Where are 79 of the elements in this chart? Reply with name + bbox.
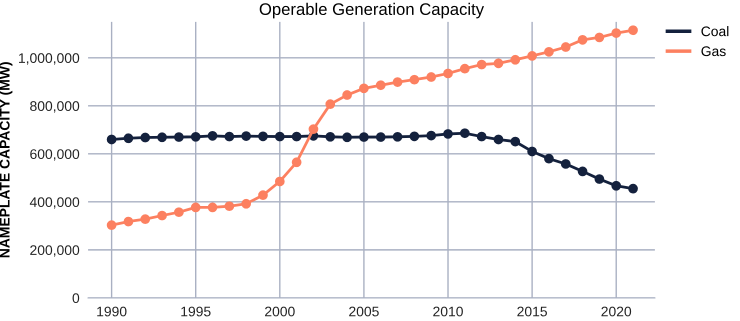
point — [157, 210, 167, 220]
x-tick-label: 1990 — [97, 306, 127, 316]
point — [628, 25, 638, 36]
y-tick-label: 200,000 — [30, 245, 80, 257]
point — [443, 68, 453, 78]
point — [560, 159, 571, 169]
point — [224, 132, 234, 142]
point — [190, 202, 201, 212]
x-tick-label: 2010 — [433, 306, 463, 316]
point — [224, 201, 234, 212]
point — [359, 132, 369, 142]
point — [274, 132, 285, 142]
x-tick-label: 1995 — [181, 306, 211, 316]
point — [157, 132, 167, 142]
point — [308, 124, 318, 134]
point — [325, 132, 336, 142]
point — [460, 128, 470, 138]
point — [544, 46, 554, 57]
point — [476, 132, 487, 142]
point — [443, 129, 453, 139]
point — [578, 166, 588, 176]
y-tick-label: 800,000 — [30, 101, 80, 113]
point — [560, 42, 571, 52]
point — [140, 214, 150, 224]
point — [208, 202, 218, 212]
point — [106, 220, 116, 230]
point — [106, 134, 116, 144]
point — [578, 34, 588, 45]
x-tick-label: 2000 — [265, 306, 295, 316]
point — [494, 58, 504, 68]
point — [274, 176, 285, 186]
point — [410, 74, 420, 85]
point — [527, 51, 537, 61]
point — [258, 131, 268, 142]
point — [124, 216, 134, 226]
point — [174, 207, 184, 218]
point — [342, 132, 352, 142]
point — [359, 83, 369, 94]
legend-label: Coal — [701, 26, 728, 36]
point — [241, 131, 252, 141]
y-tick-label: 400,000 — [30, 197, 80, 209]
point — [594, 32, 604, 42]
point — [628, 184, 638, 194]
point — [376, 80, 386, 90]
point — [594, 174, 604, 184]
legend-label: Gas — [701, 46, 726, 56]
point — [258, 190, 268, 200]
point — [140, 132, 150, 142]
point — [426, 130, 436, 140]
point — [527, 146, 537, 156]
point — [476, 60, 487, 70]
point — [241, 198, 252, 209]
point — [174, 132, 184, 142]
x-tick-label: 2015 — [517, 306, 547, 316]
point — [611, 28, 622, 38]
point — [292, 132, 302, 142]
point — [392, 132, 402, 142]
y-tick-label: 600,000 — [30, 149, 80, 161]
point — [510, 136, 520, 146]
point — [325, 99, 336, 110]
point — [124, 133, 134, 144]
point — [510, 54, 520, 65]
point — [544, 154, 554, 164]
y-tick-label: 0 — [72, 293, 80, 304]
point — [392, 77, 402, 87]
x-tick-label: 2005 — [349, 306, 379, 316]
point — [611, 180, 622, 191]
point — [208, 130, 218, 141]
point — [292, 157, 302, 168]
chart-title: Operable Generation Capacity — [260, 2, 484, 18]
point — [426, 72, 436, 82]
point — [342, 90, 352, 100]
x-tick-label: 2020 — [601, 306, 632, 316]
point — [494, 134, 504, 144]
point — [410, 131, 420, 142]
point — [460, 64, 470, 74]
point — [376, 132, 386, 142]
y-tick-label: 1,000,000 — [19, 53, 80, 65]
point — [190, 132, 201, 142]
